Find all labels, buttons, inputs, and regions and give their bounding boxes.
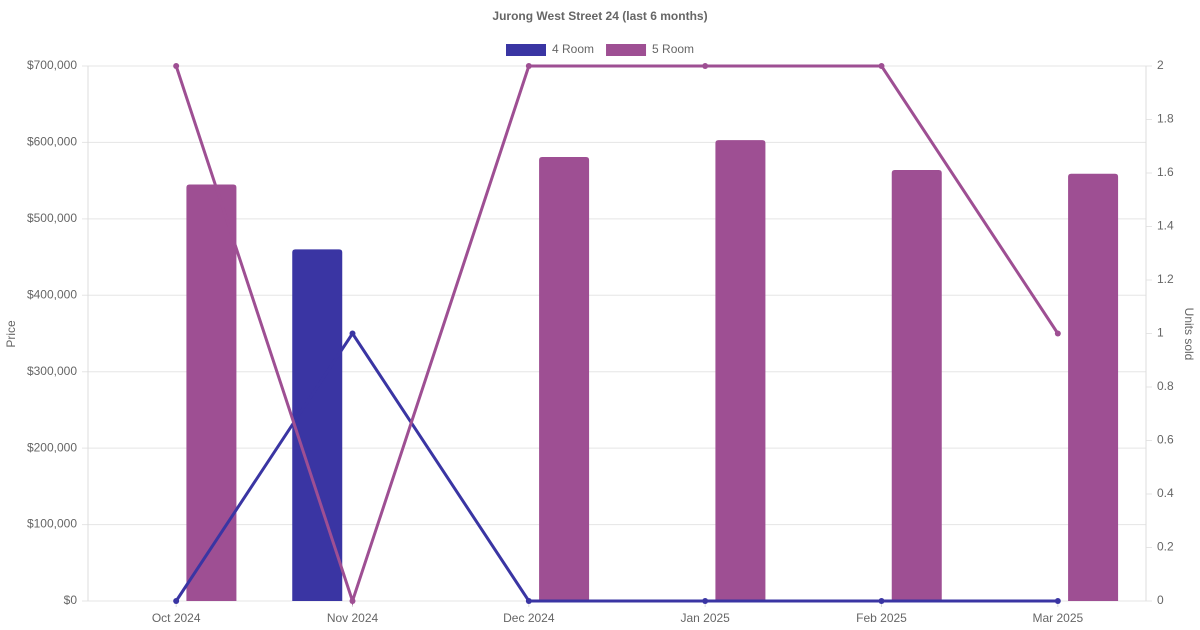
line [174, 64, 1060, 606]
y-tick-label: $0 [64, 593, 78, 607]
bar [186, 184, 237, 601]
line-point [173, 598, 180, 604]
y2-tick-label: 1.8 [1157, 112, 1174, 126]
x-tick-label: Oct 2024 [152, 611, 201, 625]
line-point [349, 598, 356, 604]
legend-swatch [606, 44, 647, 56]
y2-tick-label: 2 [1157, 58, 1164, 72]
y2-axis-title: Units sold [1182, 308, 1196, 361]
x-tick-label: Feb 2025 [856, 611, 907, 625]
y-tick-label: $700,000 [27, 58, 77, 72]
bar [891, 169, 942, 601]
bar [539, 156, 590, 601]
legend-label: 4 Room [552, 42, 594, 56]
line-point [1054, 598, 1061, 604]
y-tick-label: $600,000 [27, 135, 77, 149]
y-axis-title: Price [4, 320, 18, 348]
y2-tick-label: 1.6 [1157, 165, 1174, 179]
y2-tick-label: 1.4 [1157, 219, 1174, 233]
line-point [702, 63, 709, 69]
y2-tick-label: 0 [1157, 593, 1164, 607]
y-tick-label: $100,000 [27, 517, 77, 531]
y-tick-label: $300,000 [27, 364, 77, 378]
y-tick-label: $200,000 [27, 440, 77, 454]
line-point [525, 63, 532, 69]
line [174, 330, 1058, 603]
x-tick-label: Mar 2025 [1032, 611, 1083, 625]
line-point [1054, 330, 1061, 337]
line-point [349, 330, 356, 337]
y2-tick-label: 1.2 [1157, 272, 1174, 286]
line-point [525, 598, 532, 604]
y-tick-label: $400,000 [27, 287, 77, 301]
y2-tick-label: 0.8 [1157, 379, 1174, 393]
y2-tick-label: 0.6 [1157, 433, 1174, 447]
legend-swatch [506, 44, 546, 56]
y2-tick-label: 0.2 [1157, 540, 1174, 554]
bar [715, 140, 766, 601]
y-tick-label: $500,000 [27, 211, 77, 225]
chart-title: Jurong West Street 24 (last 6 months) [492, 9, 707, 23]
line-point [173, 63, 180, 69]
line-point [878, 598, 885, 604]
y2-tick-label: 0.4 [1157, 486, 1174, 500]
bar [292, 249, 343, 601]
x-tick-label: Nov 2024 [327, 611, 379, 625]
bar [1068, 173, 1119, 601]
y2-tick-label: 1 [1157, 326, 1164, 340]
x-tick-label: Jan 2025 [680, 611, 730, 625]
line-point [878, 63, 885, 69]
x-tick-label: Dec 2024 [503, 611, 555, 625]
legend-label: 5 Room [652, 42, 694, 56]
line-point [702, 598, 709, 604]
